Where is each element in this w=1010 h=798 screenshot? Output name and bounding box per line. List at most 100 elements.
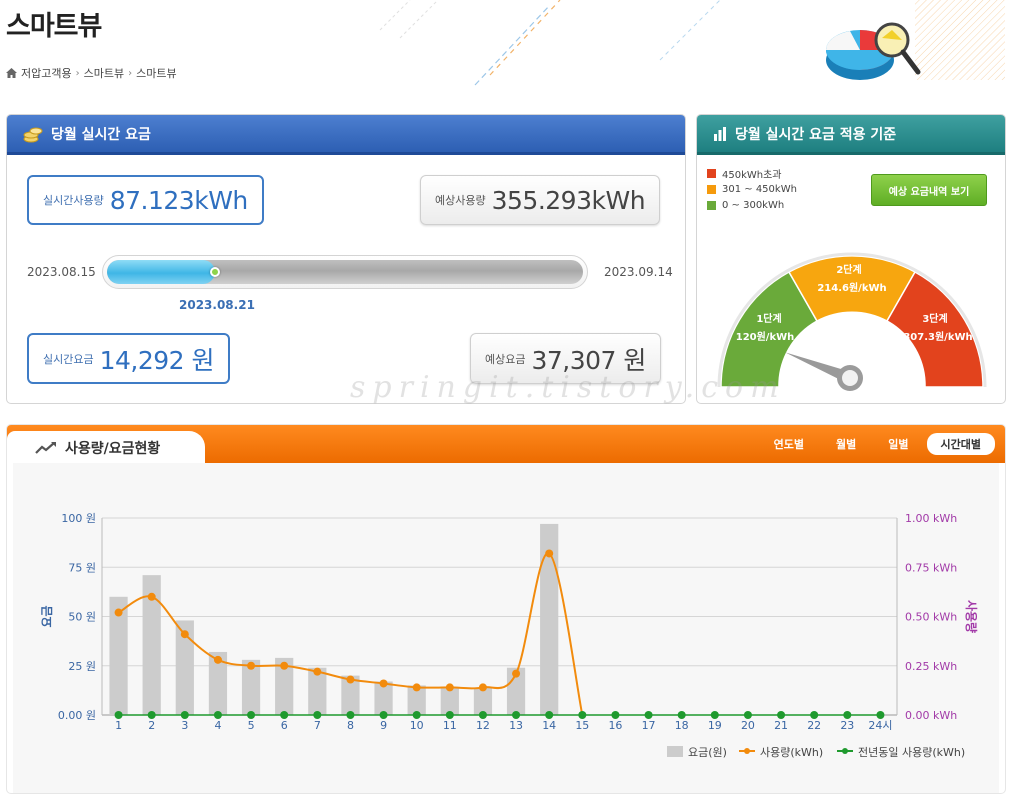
x-tick-label: 9 xyxy=(380,719,387,732)
x-tick-label: 22 xyxy=(807,719,821,732)
legend-item: 0 ~ 300kWh xyxy=(707,197,797,213)
prev-year-point xyxy=(777,711,786,719)
prev-year-point xyxy=(644,711,653,719)
realtime-usage-label: 실시간사용량 xyxy=(43,194,104,207)
usage-fee-panel: 사용량/요금현황 연도별 월별 일별 시간대별 100 원 1.00 kWh 75 … xyxy=(6,424,1006,794)
legend-item: 301 ~ 450kWh xyxy=(707,181,797,197)
prev-year-point xyxy=(280,711,289,719)
prev-year-point xyxy=(810,711,819,719)
x-tick-label: 4 xyxy=(214,719,221,732)
prev-year-point xyxy=(578,711,587,719)
x-tick-label: 24시 xyxy=(868,719,892,732)
usage-line xyxy=(118,552,584,716)
tab-hourly[interactable]: 시간대별 xyxy=(926,433,995,455)
progress-knob xyxy=(210,267,221,277)
billing-period-progress xyxy=(102,255,588,289)
chart-bar xyxy=(109,596,128,715)
chart-bar xyxy=(308,667,327,715)
x-tick-label: 12 xyxy=(476,719,490,732)
tier-1-name: 1단계 xyxy=(756,312,781,325)
usage-point xyxy=(379,679,388,688)
realtime-fee-value: 14,292 원 xyxy=(99,345,215,375)
y-right-tick-label: 0.50 kWh xyxy=(905,611,957,624)
y-right-tick-label: 0.75 kWh xyxy=(905,561,957,574)
chart-bar xyxy=(374,681,393,715)
y-left-tick-label: 100 원 xyxy=(61,512,96,525)
prev-year-point xyxy=(412,711,421,719)
x-tick-label: 8 xyxy=(347,719,354,732)
tab-daily[interactable]: 일별 xyxy=(888,438,909,451)
y-left-tick-label: 0.00 원 xyxy=(58,709,96,722)
x-tick-label: 20 xyxy=(741,719,755,732)
expected-fee-label: 예상요금 xyxy=(485,352,526,366)
usage-point xyxy=(147,592,156,601)
x-tick-label: 21 xyxy=(774,719,788,732)
usage-point xyxy=(512,669,521,678)
fee-standard-title: 당월 실시간 요금 적용 기준 xyxy=(735,126,897,143)
realtime-fee-panel: 당월 실시간 요금 실시간사용량 87.123kWh 예상사용량 355.293… xyxy=(6,114,686,404)
progress-fill xyxy=(107,260,216,284)
usage-point xyxy=(412,683,421,692)
prev-year-point xyxy=(346,711,355,719)
prev-year-point xyxy=(147,711,156,719)
decorative-lines xyxy=(379,0,721,86)
x-tick-label: 19 xyxy=(708,719,722,732)
x-tick-label: 15 xyxy=(575,719,589,732)
trend-icon xyxy=(35,441,56,454)
tier-3-rate: 307.3원/kWh xyxy=(903,330,972,343)
fee-standard-header: 당월 실시간 요금 적용 기준 xyxy=(697,115,1005,155)
tab-yearly[interactable]: 연도별 xyxy=(773,438,805,451)
prev-year-point xyxy=(114,711,123,719)
breadcrumb: 저압고객용 › 스마트뷰 › 스마트뷰 xyxy=(6,65,177,81)
tier-2-name: 2단계 xyxy=(836,263,861,276)
usage-point xyxy=(114,608,123,617)
chart-bar xyxy=(341,675,360,715)
breadcrumb-item-2[interactable]: 스마트뷰 xyxy=(83,67,125,80)
usage-point xyxy=(247,661,256,670)
tier-legend: 450kWh초과 301 ~ 450kWh 0 ~ 300kWh xyxy=(707,165,797,213)
expected-usage-value: 355.293kWh xyxy=(491,185,646,215)
realtime-usage-value: 87.123kWh xyxy=(109,185,249,215)
prev-year-point xyxy=(677,711,686,719)
chevron-right-icon: › xyxy=(75,67,80,79)
expected-usage-label: 예상사용량 xyxy=(435,194,486,207)
today-date: 2023.08.21 xyxy=(179,298,255,312)
expected-fee-detail-button[interactable]: 예상 요금내역 보기 xyxy=(871,174,987,206)
realtime-fee-box: 실시간요금 14,292 원 xyxy=(27,333,231,384)
legend-item: 450kWh초과 xyxy=(707,165,797,181)
y-left-tick-label: 75 원 xyxy=(68,561,96,574)
chart-bar xyxy=(440,687,459,715)
home-icon[interactable] xyxy=(6,68,17,78)
chart-bar xyxy=(142,575,161,715)
chart-bar xyxy=(275,657,294,715)
legend-swatch-point xyxy=(744,748,750,754)
y-left-axis-title: 요금 xyxy=(40,605,54,627)
period-tabs: 연도별 월별 일별 시간대별 xyxy=(760,433,995,455)
usage-point xyxy=(213,655,222,664)
x-tick-label: 3 xyxy=(181,719,188,732)
bar-chart-icon xyxy=(714,126,726,141)
expected-fee-box: 예상요금 37,307 원 xyxy=(470,333,661,384)
legend-label: 450kWh초과 xyxy=(722,169,782,181)
legend-label: 전년동일 사용량(kWh) xyxy=(858,745,965,759)
realtime-fee-title: 당월 실시간 요금 xyxy=(51,126,151,143)
prev-year-point xyxy=(710,711,719,719)
usage-point xyxy=(545,549,554,558)
usage-point xyxy=(478,683,487,692)
prev-year-point xyxy=(213,711,222,719)
watermark: springit.tistory.com xyxy=(350,370,786,405)
y-left-tick-label: 50 원 xyxy=(68,611,96,624)
prev-year-point xyxy=(445,711,454,719)
chart-bar xyxy=(208,651,228,715)
chevron-right-icon: › xyxy=(128,67,133,79)
x-tick-label: 14 xyxy=(542,719,556,732)
usage-title-tab: 사용량/요금현황 xyxy=(7,431,205,464)
prev-year-point xyxy=(545,711,554,719)
expected-usage-box: 예상사용량 355.293kWh xyxy=(420,175,661,225)
tier-gauge: 1단계 120원/kWh 2단계 214.6원/kWh 3단계 307.3원/k… xyxy=(717,252,987,391)
tab-monthly[interactable]: 월별 xyxy=(836,438,857,451)
legend-label: 요금(원) xyxy=(688,746,727,759)
chart-bar xyxy=(473,687,493,715)
legend-swatch xyxy=(707,168,716,178)
breadcrumb-item-1[interactable]: 저압고객용 xyxy=(21,67,72,80)
